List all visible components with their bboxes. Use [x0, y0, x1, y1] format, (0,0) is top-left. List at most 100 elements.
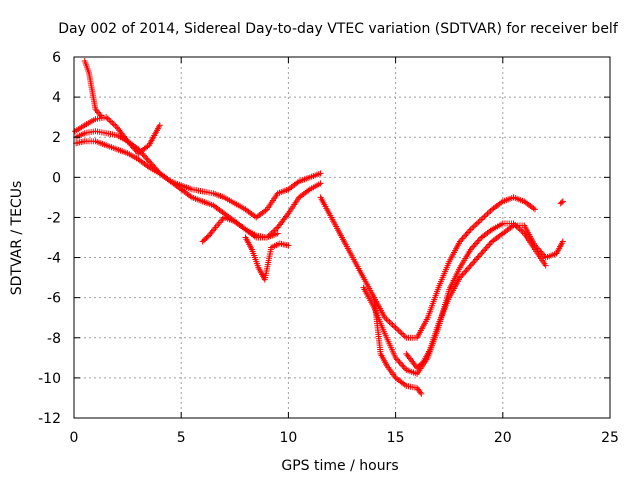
data-point-track-8	[400, 363, 407, 370]
data-point-track-10	[487, 240, 494, 247]
data-point-track-7	[389, 321, 396, 328]
data-point-track-11	[558, 199, 565, 206]
data-point-track-5	[273, 225, 280, 232]
y-tick-label: 2	[52, 130, 61, 146]
y-tick-label: 4	[52, 90, 61, 106]
x-tick-label: 0	[70, 430, 79, 446]
data-point-track-10	[464, 265, 471, 272]
y-tick-label: -4	[47, 251, 61, 267]
data-point-track-7	[481, 213, 488, 220]
x-tick-label: 5	[177, 430, 186, 446]
data-point-track-10	[559, 238, 566, 245]
data-point-track-7	[462, 232, 469, 239]
data-point-track-5	[271, 227, 278, 234]
axis-ticks: 0 5 10 15 20 25 -12 -10 -8 -6 -4 -2 0 2 4 6	[38, 50, 619, 446]
data-point-track-10	[475, 253, 482, 260]
data-point-track-3	[144, 156, 151, 163]
data-point-track-10	[470, 259, 477, 266]
data-point-track-7	[470, 223, 477, 230]
data-point-track-10	[485, 243, 492, 250]
data-point-track-10	[468, 261, 475, 268]
data-point-track-7	[391, 323, 398, 330]
data-point-track-7	[459, 235, 466, 242]
data-point-track-10	[471, 258, 478, 265]
y-tick-label: 6	[52, 50, 61, 66]
data-point-track-3	[143, 155, 150, 162]
data-point-track-8	[474, 239, 481, 246]
data-point-track-8	[477, 236, 484, 243]
data-point-track-10	[481, 247, 488, 254]
data-point-track-10	[474, 255, 481, 262]
data-point-track-5	[317, 180, 324, 187]
y-tick-label: -2	[47, 210, 61, 226]
x-tick-label: 20	[494, 430, 512, 446]
data-point-track-2	[110, 121, 117, 128]
data-point-track-7	[398, 330, 405, 337]
y-tick-label: -10	[38, 371, 61, 387]
data-point-track-7	[397, 329, 404, 336]
data-point-track-10	[462, 268, 469, 275]
x-tick-label: 15	[387, 430, 405, 446]
data-point-track-8	[399, 362, 406, 369]
data-point-track-10	[479, 249, 486, 256]
data-point-track-8	[397, 360, 404, 367]
data-point-track-2	[104, 115, 111, 122]
data-point-track-10	[466, 264, 473, 271]
plot-frame	[73, 56, 611, 419]
data-point-track-11	[559, 198, 566, 205]
data-point-track-7	[384, 317, 391, 324]
data-point-track-7	[479, 215, 486, 222]
data-point-track-3	[317, 170, 324, 177]
x-axis-label: GPS time / hours	[281, 458, 398, 474]
data-point-track-10	[473, 256, 479, 263]
y-tick-label: -8	[47, 331, 61, 347]
data-point-track-7	[476, 217, 483, 224]
data-point-track-7	[469, 225, 476, 232]
data-point-track-7	[531, 206, 538, 213]
data-point-track-5	[204, 233, 211, 240]
data-point-track-7	[472, 222, 479, 229]
data-point-track-7	[473, 220, 480, 227]
data-point-track-10	[460, 270, 467, 277]
x-tick-label: 10	[279, 430, 297, 446]
y-tick-label: -6	[47, 291, 61, 307]
data-point-track-7	[401, 333, 408, 340]
data-point-track-8	[395, 357, 402, 364]
y-tick-label: -12	[38, 411, 61, 427]
data-point-track-7	[460, 233, 467, 240]
data-points	[72, 58, 566, 397]
data-point-track-10	[486, 241, 493, 248]
data-point-track-4	[274, 230, 281, 237]
y-axis-label: SDTVAR / TECUs	[9, 181, 25, 296]
y-tick-label: 0	[52, 170, 61, 186]
data-point-track-7	[400, 331, 407, 338]
chart-title: Day 002 of 2014, Sidereal Day-to-day VTE…	[58, 21, 619, 37]
data-point-track-7	[486, 209, 493, 216]
data-point-track-10	[483, 244, 490, 251]
data-point-track-3	[142, 153, 149, 160]
data-point-track-7	[395, 327, 402, 334]
data-point-track-10	[477, 252, 484, 259]
data-point-track-6	[285, 242, 292, 249]
data-point-track-8	[475, 237, 482, 244]
data-point-track-7	[392, 324, 399, 331]
data-point-track-10	[463, 267, 470, 274]
data-point-track-8	[471, 242, 478, 249]
data-point-track-2	[106, 117, 113, 124]
data-point-track-9	[418, 390, 425, 397]
data-point-track-2	[112, 122, 119, 129]
data-point-track-7	[466, 227, 473, 234]
data-point-track-7	[386, 319, 393, 326]
data-point-track-2	[107, 118, 114, 125]
data-point-track-7	[388, 320, 395, 327]
data-point-track-7	[484, 210, 491, 217]
data-point-track-10	[459, 271, 466, 278]
x-tick-label: 25	[601, 430, 619, 446]
data-point-track-10	[478, 250, 485, 257]
data-point-track-8	[470, 243, 477, 250]
data-point-track-2	[109, 119, 116, 126]
data-point-track-10	[467, 262, 474, 269]
data-point-track-7	[467, 226, 474, 233]
data-point-track-7	[394, 326, 401, 333]
